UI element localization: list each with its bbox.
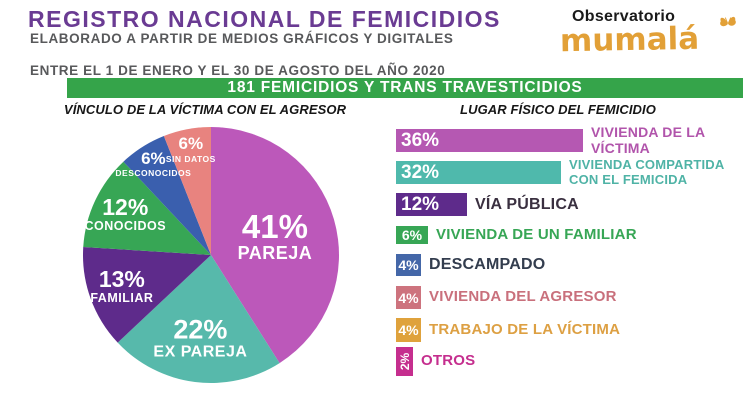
- butterfly-icon: [718, 14, 738, 37]
- bar-row-2: 32% VIVIENDA COMPARTIDA CON EL FEMICIDA: [396, 157, 748, 187]
- bar-chart: 36% VIVIENDA DE LA VÍCTIMA 32% VIVIENDA COM…: [396, 124, 748, 389]
- pie-slice-ex-pareja: [117, 255, 280, 383]
- bar-value: 36%: [401, 129, 440, 151]
- bar-value: 4%: [398, 289, 419, 306]
- bar-rect: 12%: [396, 193, 467, 216]
- pie-label-sin-datos: 6% SIN DATOS: [165, 134, 216, 164]
- bar-value: 4%: [398, 257, 419, 273]
- pie-slice-pareja: [211, 127, 339, 364]
- total-count-banner: 181 FEMICIDIOS Y TRANS TRAVESTICIDIOS: [67, 78, 743, 98]
- bar-value: 4%: [398, 322, 419, 338]
- logo-wordmark-mumala: mumalá: [559, 20, 700, 60]
- subtitle-line1: ELABORADO A PARTIR DE MEDIOS GRÁFICOS Y …: [30, 31, 454, 46]
- pie-slice-familiar: [82, 246, 211, 343]
- page-title: REGISTRO NACIONAL DE FEMICIDIOS: [28, 6, 501, 32]
- page-subtitle: ELABORADO A PARTIR DE MEDIOS GRÁFICOS Y …: [30, 31, 453, 79]
- pie-slice-desconocidos: [123, 135, 211, 255]
- bar-rect: 6%: [396, 226, 428, 244]
- pie-label-desconocidos: 6% DESCONOCIDOS: [115, 149, 192, 179]
- bar-rect: 4%: [396, 318, 421, 342]
- bar-label: TRABAJO DE LA VÍCTIMA: [429, 320, 621, 338]
- logo-text-observatorio: Observatorio: [572, 8, 676, 25]
- bar-rect: 32%: [396, 161, 561, 184]
- bar-section-title: LUGAR FÍSICO DEL FEMICIDIO: [460, 102, 656, 117]
- pie-label-pareja: 41% PAREJA: [237, 208, 313, 263]
- subtitle-line2: ENTRE EL 1 DE ENERO Y EL 30 DE AGOSTO DE…: [30, 62, 446, 78]
- pie-svg: [82, 127, 339, 383]
- pie-section-title: VÍNCULO DE LA VÍCTIMA CON EL AGRESOR: [63, 102, 347, 117]
- pie-chart: 41% PAREJA 22% EX PAREJA 13% FAMILIAR 12% CONOC…: [82, 126, 340, 384]
- bar-rect: 36%: [396, 129, 583, 152]
- bar-row-8: 2% OTROS: [396, 347, 748, 376]
- pie-label-conocidos: 12% CONOCIDOS: [84, 193, 167, 233]
- bar-value: 2%: [397, 352, 412, 371]
- bar-row-7: 4% TRABAJO DE LA VÍCTIMA: [396, 318, 748, 342]
- bar-label: VIVIENDA DEL AGRESOR: [429, 288, 617, 306]
- bar-label: VIVIENDA DE UN FAMILIAR: [436, 225, 637, 243]
- observatorio-mumala-logo: Observatorio mumalá: [559, 8, 740, 60]
- bar-label: VIVIENDA COMPARTIDA CON EL FEMICIDA: [569, 157, 725, 187]
- bar-label: VIVIENDA DE LA VÍCTIMA: [591, 124, 705, 156]
- bar-value: 6%: [401, 227, 423, 243]
- bar-rect: 4%: [396, 254, 421, 276]
- bar-rect: 4%: [396, 286, 421, 309]
- bar-row-6: 4% VIVIENDA DEL AGRESOR: [396, 286, 748, 309]
- bar-label: DESCAMPADO: [429, 256, 546, 274]
- bar-row-5: 4% DESCAMPADO: [396, 254, 748, 276]
- bar-value: 32%: [401, 161, 440, 183]
- pie-slice-conocidos: [83, 161, 211, 255]
- banner-text: 181 FEMICIDIOS Y TRANS TRAVESTICIDIOS: [227, 79, 583, 96]
- bar-label: VÍA PÚBLICA: [475, 195, 579, 213]
- pie-label-ex-pareja: 22% EX PAREJA: [153, 314, 248, 362]
- bar-row-1: 36% VIVIENDA DE LA VÍCTIMA: [396, 124, 748, 156]
- bar-row-4: 6% VIVIENDA DE UN FAMILIAR: [396, 226, 748, 244]
- bar-row-3: 12% VÍA PÚBLICA: [396, 193, 748, 216]
- pie-slice-sin-datos: [163, 127, 211, 255]
- bar-label: OTROS: [421, 352, 476, 370]
- bar-value: 12%: [401, 193, 440, 215]
- pie-label-familiar: 13% FAMILIAR: [90, 266, 154, 306]
- bar-rect: 2%: [396, 347, 413, 376]
